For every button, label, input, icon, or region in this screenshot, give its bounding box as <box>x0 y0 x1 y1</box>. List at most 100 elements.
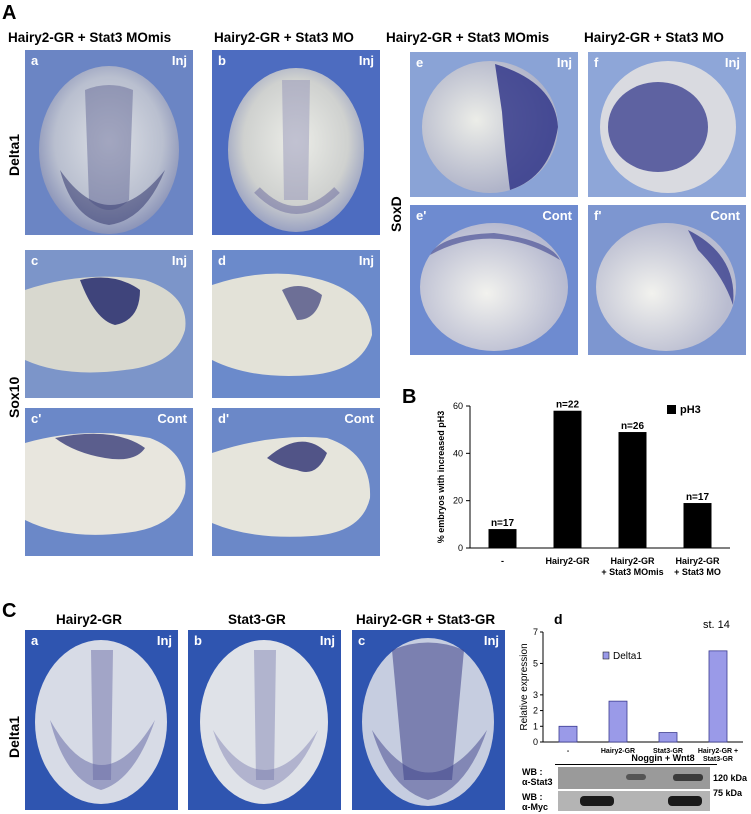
panel-tag: Inj <box>724 55 740 70</box>
image-panel-e: e Inj <box>410 52 578 197</box>
bar <box>553 410 582 548</box>
image-panel-b: b Inj <box>212 50 380 235</box>
bar <box>658 732 678 743</box>
x-tick-label: - <box>501 556 504 566</box>
image-panel-cb: b Inj <box>188 630 341 810</box>
embryo-dorsal-image <box>25 630 178 810</box>
panel-tag: Inj <box>358 253 374 268</box>
x-tick-label: Hairy2-GR <box>545 556 590 566</box>
panel-tag: Inj <box>358 53 374 68</box>
western-blot-myc <box>558 791 710 811</box>
kda-75-label: 75 kDa <box>713 788 743 798</box>
panel-letter-cd: d <box>554 611 563 627</box>
panel-letter: d' <box>218 411 230 426</box>
panel-tag: Inj <box>556 55 572 70</box>
embryo-lateral-image <box>588 52 746 197</box>
embryo-lateral-image <box>212 250 380 398</box>
bar <box>618 432 647 548</box>
section-letter-a: A <box>2 2 17 24</box>
y-tick-label: 2 <box>533 706 538 716</box>
panel-tag: Cont <box>710 208 740 223</box>
y-axis-label: Relative expression <box>519 643 530 730</box>
legend-swatch <box>667 405 676 414</box>
header-c3: Hairy2-GR + Stat3-GR <box>356 612 496 627</box>
bar-n-label: n=17 <box>686 492 710 503</box>
row-label-delta1-c: Delta1 <box>6 715 22 758</box>
x-tick-label: Hairy2-GR + Stat3 MO <box>674 556 721 577</box>
chart-title: st. 14 <box>703 619 730 631</box>
bar-n-label: n=17 <box>491 518 515 529</box>
x-tick-label: Hairy2-GR + Stat3-GR <box>698 748 738 762</box>
kda-120-label: 120 kDa <box>713 773 748 783</box>
y-tick-label: 60 <box>453 401 463 411</box>
image-panel-d-prime: d' Cont <box>212 408 380 556</box>
image-panel-d: d Inj <box>212 250 380 398</box>
panel-tag: Inj <box>171 53 187 68</box>
panel-letter: b <box>218 53 226 68</box>
embryo-dorsal-image <box>25 50 193 235</box>
panel-letter: d <box>218 253 226 268</box>
header-a4: Hairy2-GR + Stat3 MO <box>584 30 724 45</box>
noggin-label: Noggin + Wnt8 <box>631 753 695 763</box>
panel-tag: Inj <box>319 633 335 648</box>
embryo-lateral-image <box>410 52 578 197</box>
image-panel-ca: a Inj <box>25 630 178 810</box>
embryo-lateral-image <box>212 408 380 556</box>
legend-swatch <box>602 651 610 660</box>
embryo-lateral-image <box>410 205 578 355</box>
chart-b-ph3: 0 20 40 60 % embryos with increased pH3 n=17 -… <box>436 400 730 577</box>
panel-letter: f <box>594 55 599 70</box>
image-panel-f-prime: f' Cont <box>588 205 746 355</box>
embryo-dorsal-image <box>188 630 341 810</box>
bar <box>488 529 517 548</box>
y-tick-label: 3 <box>533 690 538 700</box>
y-tick-label: 40 <box>453 448 463 458</box>
header-c2: Stat3-GR <box>228 612 286 627</box>
panel-tag: Inj <box>171 253 187 268</box>
bar <box>683 503 712 548</box>
header-c1: Hairy2-GR <box>56 612 123 627</box>
section-letter-c: C <box>2 600 17 622</box>
embryo-dorsal-image <box>212 50 380 235</box>
panel-letter: b <box>194 633 202 648</box>
panel-tag: Inj <box>156 633 172 648</box>
embryo-lateral-image <box>588 205 746 355</box>
x-tick-label: Hairy2-GR <box>601 748 635 755</box>
panel-letter: c <box>31 253 39 268</box>
panel-letter: e' <box>416 208 427 223</box>
panel-letter: c <box>358 633 366 648</box>
panel-tag: Cont <box>157 411 187 426</box>
wb-myc-label: WB : α-Myc <box>522 792 549 812</box>
embryo-dorsal-image <box>352 630 505 810</box>
header-a2: Hairy2-GR + Stat3 MO <box>214 30 354 45</box>
y-tick-label: 1 <box>533 721 538 731</box>
y-tick-label: 5 <box>533 658 538 668</box>
header-a3: Hairy2-GR + Stat3 MOmis <box>386 30 550 45</box>
panel-letter: c' <box>31 411 42 426</box>
embryo-lateral-image <box>25 408 193 556</box>
header-a1: Hairy2-GR + Stat3 MOmis <box>8 30 172 45</box>
image-panel-a: a Inj <box>25 50 193 235</box>
x-tick-label: Stat3-GR <box>653 748 683 755</box>
panel-letter: a <box>31 633 39 648</box>
y-tick-label: 7 <box>533 627 538 637</box>
embryo-lateral-image <box>25 250 193 398</box>
noggin-underline <box>555 764 717 765</box>
image-panel-c-prime: c' Cont <box>25 408 193 556</box>
section-letter-b: B <box>402 386 417 408</box>
image-panel-f: f Inj <box>588 52 746 197</box>
image-panel-e-prime: e' Cont <box>410 205 578 355</box>
row-label-soxd: SoxD <box>388 196 404 232</box>
y-axis-label: % embryos with increased pH3 <box>436 411 446 544</box>
panel-letter: f' <box>594 208 602 223</box>
row-label-delta1: Delta1 <box>6 133 22 176</box>
bar <box>608 700 628 743</box>
image-panel-c: c Inj <box>25 250 193 398</box>
bar-n-label: n=22 <box>556 400 580 411</box>
panel-tag: Inj <box>483 633 499 648</box>
bar <box>708 650 728 743</box>
wb-stat3-label: WB : α-Stat3 <box>522 767 553 787</box>
panel-letter: a <box>31 53 39 68</box>
x-tick-label: Hairy2-GR + Stat3 MOmis <box>601 556 663 577</box>
